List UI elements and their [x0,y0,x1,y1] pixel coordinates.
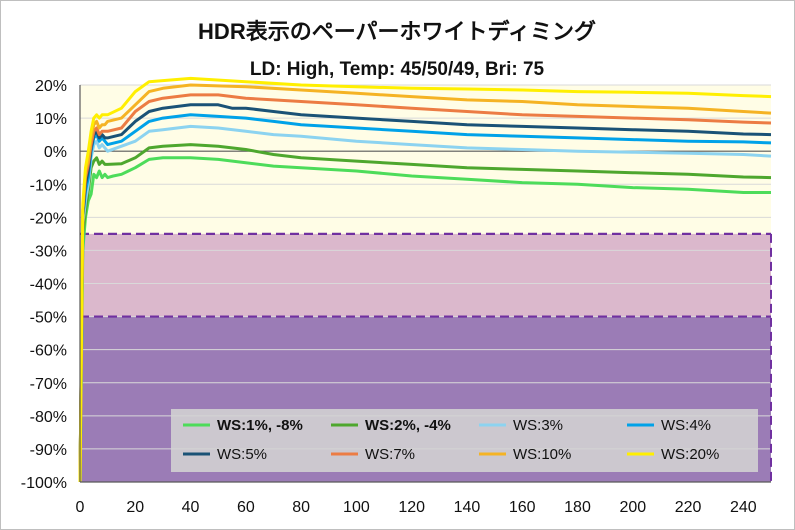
y-tick-label: -50% [30,310,67,327]
warn-zone [80,233,771,317]
x-tick-label: 180 [564,499,591,516]
y-tick-label: -80% [30,409,67,426]
chart-subtitle: LD: High, Temp: 45/50/49, Bri: 75 [250,59,545,80]
x-tick-label: 100 [343,499,370,516]
legend-label: WS:20% [661,446,719,463]
x-tick-label: 200 [619,499,646,516]
x-tick-label: 40 [182,499,200,516]
legend-label: WS:5% [217,446,267,463]
legend-label: WS:7% [365,446,415,463]
y-tick-label: 20% [35,78,67,95]
legend: WS:1%, -8% WS:2%, -4% WS:3% WS:4% WS:5% WS:7%… [171,409,758,472]
legend-label: WS:2%, -4% [365,417,451,434]
y-tick-label: -90% [30,442,67,459]
x-tick-label: 0 [76,499,85,516]
y-tick-label: -10% [30,177,67,194]
y-tick-label: -70% [30,376,67,393]
legend-label: WS:1%, -8% [217,417,303,434]
x-tick-label: 160 [509,499,536,516]
axes [79,85,771,483]
x-axis-ticks: 0 20 40 60 80 100 120 140 160 180 200 220 240 [76,499,757,516]
legend-box [171,409,758,472]
y-tick-label: 0% [44,144,67,161]
y-tick-label: -20% [30,210,67,227]
y-tick-label: -60% [30,343,67,360]
x-tick-label: 20 [126,499,144,516]
x-tick-label: 60 [237,499,255,516]
x-tick-label: 120 [398,499,425,516]
threshold-lines [80,232,772,482]
series-line [78,143,772,483]
legend-label: WS:4% [661,417,711,434]
x-tick-label: 240 [730,499,757,516]
series-lines [78,76,772,483]
series-line [78,156,771,483]
chart-title: HDR表示のペーパーホワイトディミング [198,19,596,44]
y-tick-label: 10% [35,111,67,128]
y-axis-ticks: 20% 10% 0% -10% -20% -30% -40% -50% -60% -70% -80%… [21,78,67,492]
y-tick-label: -30% [30,243,67,260]
y-tick-label: -100% [21,475,67,492]
series-line [78,76,772,483]
legend-label: WS:10% [513,446,571,463]
x-tick-label: 140 [454,499,481,516]
x-tick-label: 80 [292,499,310,516]
x-tick-label: 220 [675,499,702,516]
y-tick-label: -40% [30,277,67,294]
legend-label: WS:3% [513,417,563,434]
